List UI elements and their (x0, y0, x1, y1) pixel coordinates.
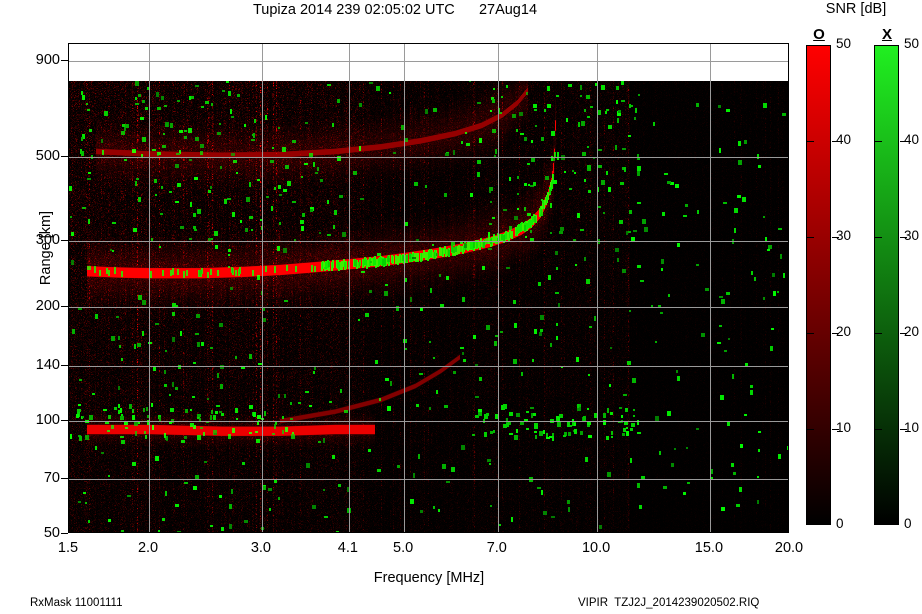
x-tick-label: 4.1 (337, 540, 358, 556)
y-tick-label: 140 (35, 356, 60, 373)
x-tick-label: 3.0 (250, 540, 271, 556)
colorbar-tick-label: 20 (904, 324, 920, 339)
colorbar-tick-mark (806, 333, 814, 334)
y-gridline (69, 157, 788, 158)
y-tick-mark (61, 420, 68, 421)
colorbar-tick-label: 0 (904, 516, 912, 531)
x-axis-label: Frequency [MHz] (373, 570, 485, 586)
colorbar-tick-label: 50 (904, 36, 920, 51)
y-gridline (69, 366, 788, 367)
colorbar-tick-label: 40 (904, 132, 920, 147)
x-tick-label: 15.0 (694, 540, 724, 556)
x-tick-label: 20.0 (774, 540, 804, 556)
x-tick-label: 7.0 (486, 540, 507, 556)
y-tick-label: 900 (35, 52, 60, 69)
colorbar-tick-label: 20 (836, 324, 852, 339)
colorbar-tick-mark (874, 333, 882, 334)
ionogram-heatmap (69, 44, 788, 532)
x-gridline (710, 44, 711, 532)
colorbar-tick-mark (832, 237, 839, 238)
x-gridline (404, 44, 405, 532)
colorbar-tick-mark (874, 237, 882, 238)
y-tick-label: 100 (35, 411, 60, 428)
colorbar-o-gradient (806, 45, 831, 525)
y-tick-label: 200 (35, 298, 60, 315)
colorbar-tick-label: 10 (904, 420, 920, 435)
colorbar-tick-label: 10 (836, 420, 852, 435)
y-tick-label: 70 (43, 469, 60, 486)
x-gridline (498, 44, 499, 532)
x-tick-label: 5.0 (393, 540, 414, 556)
colorbar-title: SNR [dB] (825, 1, 887, 17)
colorbar-tick-label: 30 (836, 228, 852, 243)
colorbar-tick-mark (832, 333, 839, 334)
colorbar-tick-mark (900, 333, 907, 334)
ionogram-canvas-wrap (69, 44, 788, 532)
colorbar-tick-label: 0 (836, 516, 844, 531)
x-gridline (262, 44, 263, 532)
colorbar-tick-mark (874, 429, 882, 430)
y-tick-mark (61, 60, 68, 61)
colorbar-tick-label: 50 (836, 36, 852, 51)
colorbar-tick-mark (900, 237, 907, 238)
x-tick-label: 1.5 (57, 540, 79, 556)
y-gridline (69, 307, 788, 308)
x-gridline (349, 44, 350, 532)
footer-filename: VIPIR TZJ2J_2014239020502.RIQ (578, 597, 760, 609)
colorbar-x-gradient (874, 45, 899, 525)
x-tick-label: 2.0 (137, 540, 159, 556)
y-gridline (69, 241, 788, 242)
colorbar-tick-mark (832, 141, 839, 142)
colorbar-tick-mark (900, 429, 907, 430)
y-tick-mark (61, 156, 68, 157)
y-tick-mark (61, 533, 68, 534)
colorbar-x-label: X (881, 26, 892, 43)
y-axis-label: Range [km] (38, 210, 54, 286)
y-tick-mark (61, 306, 68, 307)
y-tick-mark (61, 478, 68, 479)
x-tick-label: 10.0 (581, 540, 611, 556)
colorbar-tick-label: 40 (836, 132, 852, 147)
y-tick-label: 300 (35, 231, 60, 248)
colorbar-tick-mark (832, 429, 839, 430)
colorbar-o-label: O (813, 26, 825, 43)
footer-rxmask: RxMask 11001111 (30, 597, 123, 609)
y-gridline (69, 421, 788, 422)
x-gridline (149, 44, 150, 532)
colorbar-tick-mark (806, 429, 814, 430)
y-tick-mark (61, 240, 68, 241)
x-gridline (597, 44, 598, 532)
colorbar-tick-mark (806, 237, 814, 238)
y-tick-label: 500 (35, 148, 60, 165)
page-title: Tupiza 2014 239 02:05:02 UTC 27Aug14 (252, 2, 538, 18)
colorbar-tick-mark (806, 141, 814, 142)
y-gridline (69, 479, 788, 480)
y-tick-mark (61, 365, 68, 366)
colorbar-tick-mark (874, 141, 882, 142)
y-gridline (69, 61, 788, 62)
colorbar-tick-label: 30 (904, 228, 920, 243)
colorbar-tick-mark (900, 141, 907, 142)
ionogram-plot[interactable] (68, 43, 789, 533)
y-tick-label: 50 (43, 525, 60, 541)
